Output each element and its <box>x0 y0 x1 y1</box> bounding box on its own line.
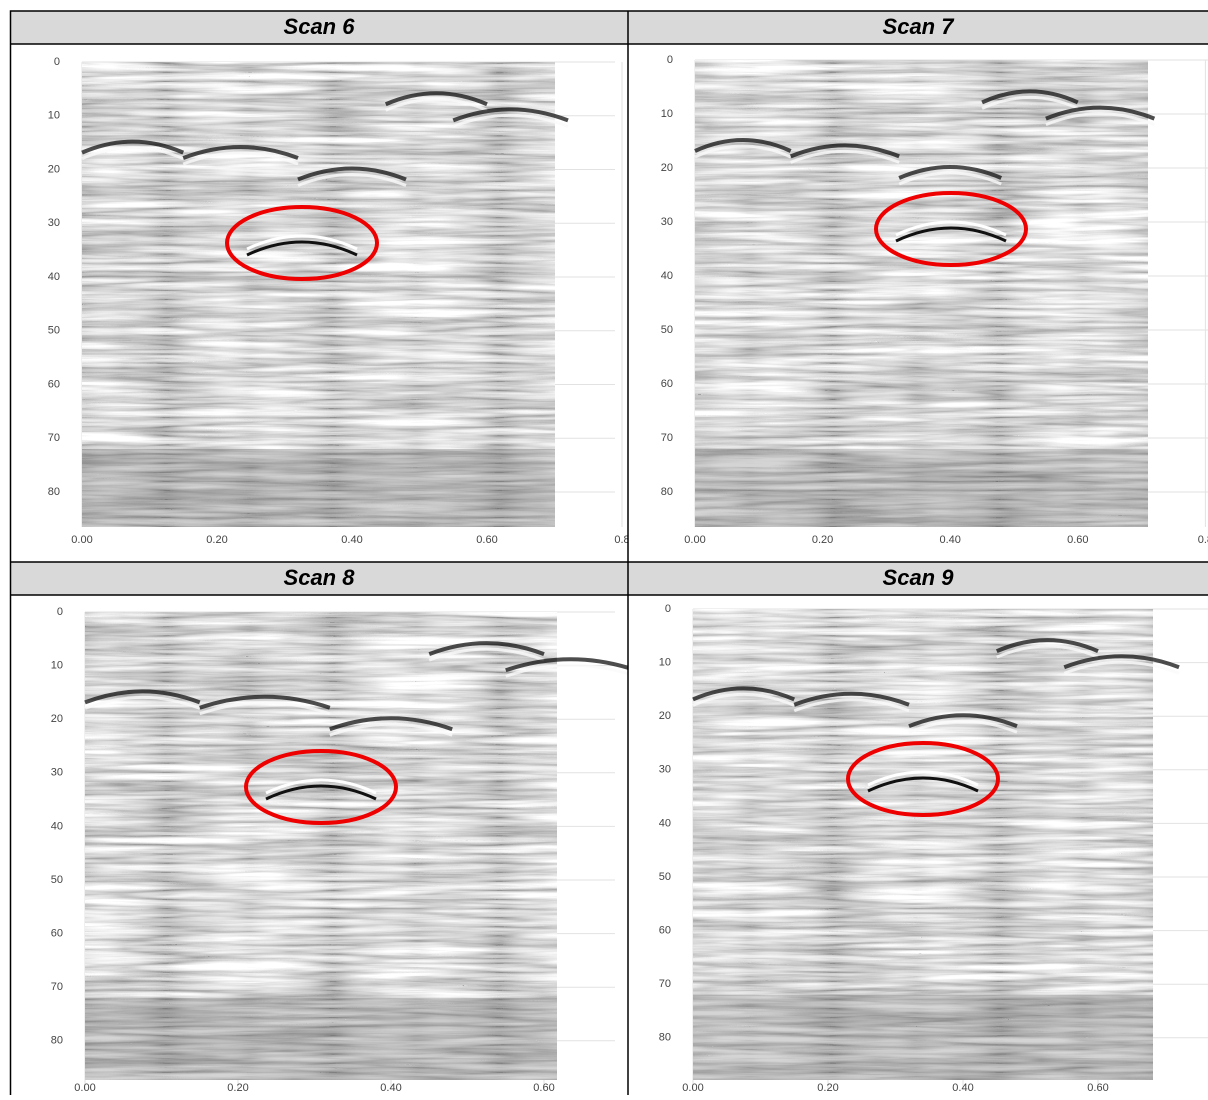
y-tick-label: 80 <box>48 486 60 498</box>
panel-title: Scan 8 <box>284 565 356 590</box>
y-tick-label: 0 <box>667 54 673 66</box>
x-tick-label: 0.00 <box>71 534 92 546</box>
x-tick-label: 0.60 <box>1067 534 1088 546</box>
y-tick-label: 70 <box>48 432 60 444</box>
scan-panel: 0 10 20 30 40 50 60 70 80 0.00 0.20 0.40 0.60 0.8 <box>661 54 1208 546</box>
y-tick-label: 40 <box>661 270 673 282</box>
y-tick-label: 80 <box>659 1032 671 1044</box>
scan-panel: 0 10 20 30 40 50 60 70 80 0.00 0.20 0.40 0.60 <box>659 603 1208 1094</box>
x-tick-label: 0.20 <box>812 534 833 546</box>
y-tick-label: 60 <box>659 925 671 937</box>
x-tick-label: 0.00 <box>682 1082 703 1094</box>
y-tick-label: 10 <box>48 110 60 122</box>
y-tick-label: 20 <box>661 162 673 174</box>
x-tick-label: 0.40 <box>380 1082 401 1094</box>
y-tick-label: 50 <box>659 871 671 883</box>
noise-band <box>85 998 557 1080</box>
y-tick-label: 10 <box>661 108 673 120</box>
x-tick-label: 0.60 <box>533 1082 554 1094</box>
figure: 0 10 20 30 40 50 60 70 80 0.00 0.20 0.40 0.60 0.8 0 10 2… <box>0 0 1208 1095</box>
x-tick-label: 0.40 <box>341 534 362 546</box>
y-tick-label: 80 <box>51 1035 63 1047</box>
header-row <box>10 562 1208 595</box>
y-tick-label: 70 <box>51 981 63 993</box>
x-tick-label: 0.00 <box>74 1082 95 1094</box>
x-tick-label: 0.60 <box>1087 1082 1108 1094</box>
x-tick-label: 0.40 <box>952 1082 973 1094</box>
y-tick-label: 40 <box>48 271 60 283</box>
panel-title: Scan 7 <box>883 14 956 39</box>
noise-band <box>693 995 1153 1080</box>
y-tick-label: 30 <box>51 767 63 779</box>
panel-title: Scan 6 <box>284 14 356 39</box>
y-tick-label: 40 <box>51 820 63 832</box>
y-tick-label: 50 <box>48 325 60 337</box>
x-tick-label: 0.20 <box>227 1082 248 1094</box>
y-tick-label: 70 <box>659 978 671 990</box>
x-tick-label: 0.40 <box>939 534 960 546</box>
scan-panel: 0 10 20 30 40 50 60 70 80 0.00 0.20 0.40 0.60 <box>51 606 636 1094</box>
y-tick-label: 20 <box>659 710 671 722</box>
x-tick-label: 0.8 <box>1198 534 1208 546</box>
y-tick-label: 30 <box>661 216 673 228</box>
noise-band <box>695 449 1148 527</box>
noise-band <box>82 449 555 527</box>
x-tick-label: 0.20 <box>817 1082 838 1094</box>
panel-title: Scan 9 <box>883 565 955 590</box>
y-tick-label: 20 <box>51 713 63 725</box>
y-tick-label: 60 <box>661 378 673 390</box>
y-tick-label: 20 <box>48 163 60 175</box>
y-tick-label: 0 <box>54 56 60 68</box>
y-tick-label: 60 <box>48 378 60 390</box>
y-tick-label: 0 <box>57 606 63 618</box>
y-tick-label: 10 <box>659 657 671 669</box>
page: 0 10 20 30 40 50 60 70 80 0.00 0.20 0.40 0.60 0.8 0 10 2… <box>0 0 1208 1095</box>
x-tick-label: 0.00 <box>684 534 705 546</box>
y-tick-label: 0 <box>665 603 671 615</box>
y-tick-label: 30 <box>48 217 60 229</box>
header-row <box>10 11 1208 44</box>
y-tick-label: 30 <box>659 764 671 776</box>
y-tick-label: 50 <box>661 324 673 336</box>
x-tick-label: 0.60 <box>476 534 497 546</box>
y-tick-label: 70 <box>661 432 673 444</box>
y-tick-label: 50 <box>51 874 63 886</box>
y-tick-label: 60 <box>51 928 63 940</box>
y-tick-label: 80 <box>661 486 673 498</box>
y-tick-label: 40 <box>659 817 671 829</box>
y-tick-label: 10 <box>51 660 63 672</box>
x-tick-label: 0.20 <box>206 534 227 546</box>
